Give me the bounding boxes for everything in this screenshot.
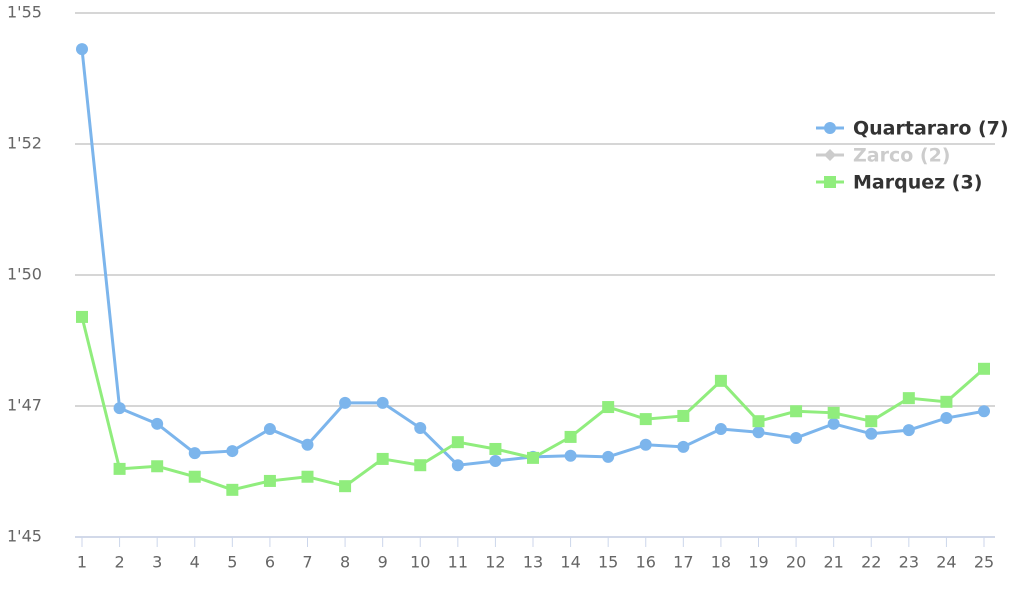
x-tick-label: 20 (786, 553, 806, 572)
point (188, 447, 201, 460)
point (827, 417, 840, 430)
x-tick-label: 22 (861, 553, 881, 572)
legend-marker (824, 149, 836, 161)
series-line (80, 316, 985, 492)
legend-label[interactable]: Zarco (2) (853, 145, 951, 167)
x-tick-label: 19 (748, 553, 768, 572)
x-tick-label: 1 (77, 553, 87, 572)
x-tick-label: 25 (974, 553, 994, 572)
point (714, 423, 727, 436)
x-tick-label: 15 (598, 553, 618, 572)
point (339, 480, 352, 493)
point (940, 412, 953, 425)
x-tick-label: 16 (636, 553, 656, 572)
point (677, 409, 690, 422)
point (188, 470, 201, 483)
point (301, 470, 314, 483)
x-tick-label: 4 (190, 553, 200, 572)
x-tick-label: 8 (340, 553, 350, 572)
point (226, 483, 239, 496)
y-tick-label: 1'50 (7, 265, 42, 284)
point (489, 442, 502, 455)
x-tick-label: 5 (227, 553, 237, 572)
point (902, 392, 915, 405)
x-tick-label: 21 (823, 553, 843, 572)
point (414, 459, 427, 472)
point (263, 423, 276, 436)
point (902, 424, 915, 437)
point (978, 405, 990, 418)
point (865, 415, 878, 428)
point (263, 474, 276, 487)
point (827, 406, 840, 419)
legend-label[interactable]: Quartararo (7) (853, 118, 1009, 140)
point (451, 436, 464, 449)
x-tick-label: 12 (485, 553, 505, 572)
point (752, 415, 765, 428)
point (226, 445, 239, 458)
point (113, 402, 126, 415)
legend-label[interactable]: Marquez (3) (853, 172, 982, 194)
y-tick-label: 1'52 (7, 134, 42, 153)
x-tick-label: 6 (265, 553, 275, 572)
point (527, 451, 539, 464)
x-tick-label: 24 (936, 553, 956, 572)
y-tick-label: 1'47 (7, 396, 42, 415)
point (752, 426, 765, 439)
point (639, 438, 652, 451)
point (76, 43, 88, 56)
x-tick-label: 17 (673, 553, 693, 572)
point (376, 452, 389, 465)
y-tick-label: 1'55 (7, 3, 42, 22)
point (113, 462, 126, 475)
y-tick-label: 1'45 (7, 527, 42, 546)
point (714, 374, 727, 387)
point (489, 455, 502, 468)
point (940, 395, 953, 408)
legend-marker (824, 122, 836, 134)
point (790, 405, 803, 418)
point (602, 401, 615, 414)
series-line (80, 48, 985, 467)
legend-marker (824, 176, 836, 188)
point (151, 460, 164, 473)
point (865, 427, 878, 440)
point (339, 396, 352, 409)
point (301, 438, 314, 451)
x-tick-label: 14 (560, 553, 580, 572)
point (564, 430, 577, 443)
x-tick-label: 11 (448, 553, 468, 572)
point (151, 417, 164, 430)
point (451, 459, 464, 472)
point (76, 310, 88, 323)
point (564, 449, 577, 462)
point (978, 362, 990, 375)
x-tick-label: 23 (899, 553, 919, 572)
x-tick-label: 3 (152, 553, 162, 572)
x-tick-label: 10 (410, 553, 430, 572)
point (790, 431, 803, 444)
point (414, 422, 427, 435)
point (677, 440, 690, 453)
x-tick-label: 9 (378, 553, 388, 572)
x-tick-label: 18 (711, 553, 731, 572)
point (639, 413, 652, 426)
point (602, 450, 615, 463)
x-tick-label: 13 (523, 553, 543, 572)
point (376, 396, 389, 409)
x-tick-label: 2 (114, 553, 124, 572)
x-tick-label: 7 (302, 553, 312, 572)
